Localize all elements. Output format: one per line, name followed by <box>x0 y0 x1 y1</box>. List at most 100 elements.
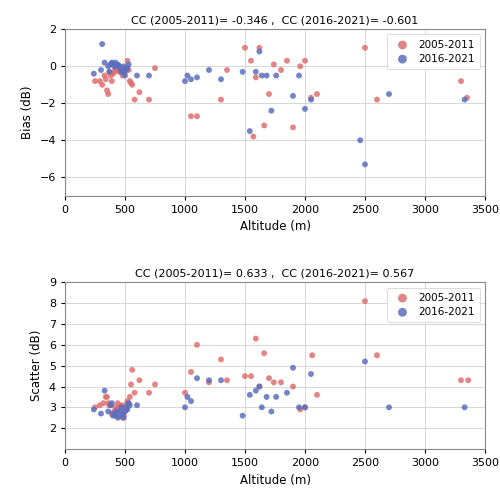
Title: CC (2005-2011)= 0.633 ,  CC (2016-2021)= 0.567: CC (2005-2011)= 0.633 , CC (2016-2021)= … <box>136 269 414 279</box>
2005-2011 <box>108 409 116 417</box>
2005-2011 <box>104 90 112 98</box>
2016-2021 <box>181 77 189 85</box>
2005-2011 <box>112 404 120 411</box>
2016-2021 <box>133 72 141 80</box>
2005-2011 <box>106 72 114 80</box>
2005-2011 <box>112 66 120 74</box>
2016-2021 <box>283 389 291 397</box>
2016-2021 <box>90 406 98 413</box>
2016-2021 <box>121 407 129 415</box>
2016-2021 <box>110 62 118 70</box>
Title: CC (2005-2011)= -0.346 ,  CC (2016-2021)= -0.601: CC (2005-2011)= -0.346 , CC (2016-2021)=… <box>132 16 418 26</box>
2005-2011 <box>181 389 189 397</box>
2016-2021 <box>106 68 114 76</box>
2016-2021 <box>295 404 303 411</box>
2005-2011 <box>106 401 114 409</box>
2005-2011 <box>277 378 285 386</box>
2016-2021 <box>112 62 120 70</box>
2005-2011 <box>205 378 213 386</box>
2016-2021 <box>238 68 246 76</box>
2016-2021 <box>289 92 297 100</box>
Y-axis label: Scatter (dB): Scatter (dB) <box>30 330 44 401</box>
2005-2011 <box>124 66 132 74</box>
2016-2021 <box>133 401 141 409</box>
2005-2011 <box>145 389 153 397</box>
2005-2011 <box>241 372 249 380</box>
2005-2011 <box>151 64 159 72</box>
2005-2011 <box>127 381 135 388</box>
2016-2021 <box>118 404 126 411</box>
2016-2021 <box>295 72 303 80</box>
2005-2011 <box>91 77 99 85</box>
2005-2011 <box>361 44 369 52</box>
2016-2021 <box>118 409 126 417</box>
2005-2011 <box>223 376 231 384</box>
2016-2021 <box>106 61 114 68</box>
2005-2011 <box>151 381 159 388</box>
2005-2011 <box>102 75 110 83</box>
2005-2011 <box>120 70 128 78</box>
2005-2011 <box>260 349 268 357</box>
2016-2021 <box>118 68 126 76</box>
2005-2011 <box>308 351 316 359</box>
2005-2011 <box>130 96 138 103</box>
2005-2011 <box>106 68 114 76</box>
2016-2021 <box>120 62 128 70</box>
2005-2011 <box>256 383 264 390</box>
2016-2021 <box>262 72 270 80</box>
2005-2011 <box>277 66 285 74</box>
2016-2021 <box>120 414 128 422</box>
2005-2011 <box>124 57 132 64</box>
2016-2021 <box>116 407 124 415</box>
2016-2021 <box>246 127 254 135</box>
2016-2021 <box>121 72 129 80</box>
2016-2021 <box>246 391 254 399</box>
2005-2011 <box>118 72 126 80</box>
2005-2011 <box>252 74 260 81</box>
2016-2021 <box>268 407 276 415</box>
2005-2011 <box>112 66 120 74</box>
2016-2021 <box>112 412 120 420</box>
2016-2021 <box>110 409 118 417</box>
2005-2011 <box>289 123 297 131</box>
2016-2021 <box>112 59 120 66</box>
2016-2021 <box>100 59 108 66</box>
2016-2021 <box>114 61 122 68</box>
2016-2021 <box>361 161 369 168</box>
2016-2021 <box>126 401 134 409</box>
2005-2011 <box>307 94 315 102</box>
2005-2011 <box>136 88 143 96</box>
2016-2021 <box>385 90 393 98</box>
2016-2021 <box>112 407 120 415</box>
2016-2021 <box>307 96 315 103</box>
2005-2011 <box>118 401 126 409</box>
2016-2021 <box>187 397 195 405</box>
Legend: 2005-2011, 2016-2021: 2005-2011, 2016-2021 <box>387 35 480 69</box>
2005-2011 <box>102 393 110 401</box>
2016-2021 <box>109 412 117 420</box>
2016-2021 <box>118 68 126 76</box>
2005-2011 <box>296 406 304 413</box>
2016-2021 <box>124 406 132 413</box>
2005-2011 <box>98 81 106 89</box>
2016-2021 <box>115 62 123 70</box>
2005-2011 <box>457 376 465 384</box>
2016-2021 <box>385 404 393 411</box>
2005-2011 <box>250 133 258 141</box>
2016-2021 <box>122 404 130 411</box>
2016-2021 <box>124 61 132 68</box>
2005-2011 <box>121 401 129 409</box>
2005-2011 <box>110 407 118 415</box>
2005-2011 <box>114 64 122 72</box>
2005-2011 <box>120 412 128 420</box>
2005-2011 <box>136 376 143 384</box>
2005-2011 <box>270 61 278 68</box>
2016-2021 <box>217 376 225 384</box>
2016-2021 <box>90 70 98 78</box>
2005-2011 <box>296 62 304 70</box>
2016-2021 <box>184 393 192 401</box>
2016-2021 <box>268 107 276 115</box>
2005-2011 <box>109 70 117 78</box>
2016-2021 <box>122 66 130 74</box>
2016-2021 <box>272 72 280 80</box>
